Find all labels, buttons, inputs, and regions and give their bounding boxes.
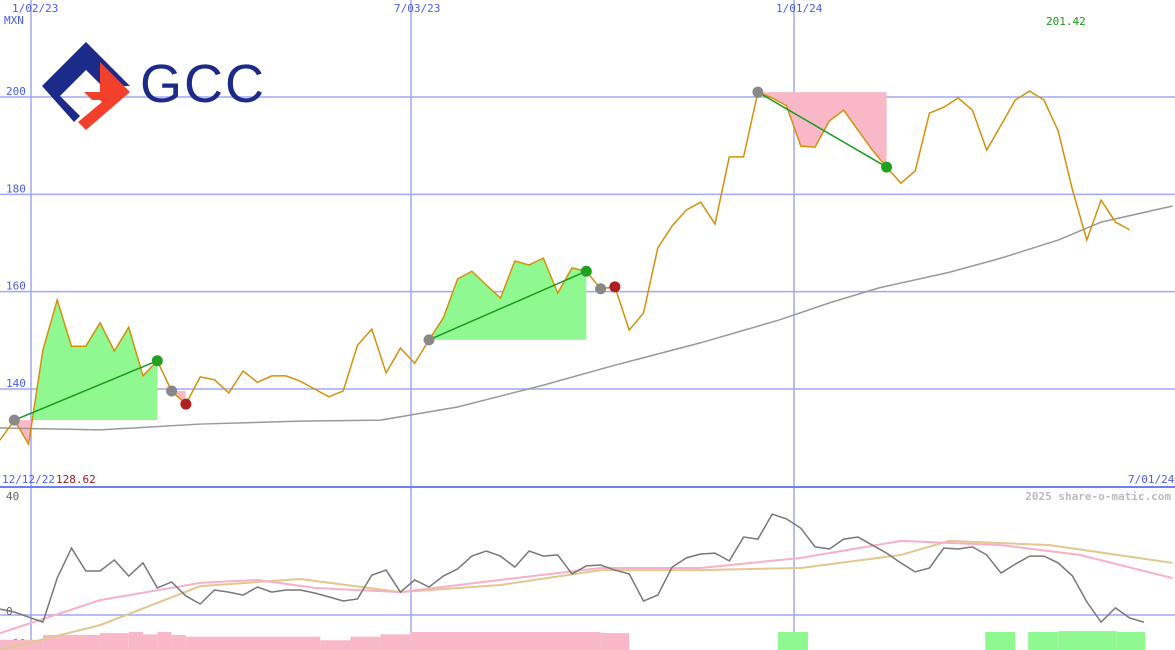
exit-marker	[580, 265, 592, 277]
entry-marker	[423, 334, 435, 346]
moving-average-line	[0, 205, 1173, 431]
last-price-label: 201.42	[1046, 15, 1086, 28]
gcc-logo: GCC	[42, 42, 266, 130]
x-tick-label: 7/03/23	[394, 2, 440, 15]
histogram-bar	[157, 632, 172, 650]
histogram-bar	[1116, 632, 1146, 650]
histogram-bar	[42, 634, 101, 650]
histogram-bar	[985, 632, 1016, 650]
start-date-label: 12/12/22	[2, 473, 55, 486]
histogram-bar	[1028, 632, 1059, 650]
histogram-bar	[600, 633, 630, 650]
y-tick-label: 140	[6, 377, 26, 390]
histogram-bar	[171, 634, 186, 650]
sell-marker	[609, 281, 621, 293]
gain-area	[14, 299, 158, 421]
copyright-label: 2025 share-o-matic.com	[1025, 490, 1171, 503]
sell-marker	[180, 398, 192, 410]
signal-marker	[166, 385, 178, 397]
x-tick-label: 1/02/23	[12, 2, 58, 15]
gain-area	[429, 258, 587, 340]
currency-label: MXN	[4, 14, 24, 27]
trade-line	[757, 91, 887, 168]
osc-y-tick-label: 40	[6, 490, 19, 503]
histogram-bar	[100, 633, 129, 650]
signal-line-tan	[0, 539, 1173, 650]
y-tick-label: 200	[6, 85, 26, 98]
histogram-bar	[128, 632, 143, 650]
histogram-bar	[380, 634, 411, 650]
histogram-bar	[777, 632, 808, 650]
exit-marker	[881, 161, 893, 173]
oscillator-line	[0, 513, 1145, 624]
histogram-bar	[320, 640, 351, 650]
trade-line	[428, 270, 587, 341]
histogram-bar	[143, 634, 158, 650]
signal-line-pink	[0, 539, 1173, 635]
low-price-label: 128.62	[56, 473, 96, 486]
y-tick-label: 180	[6, 182, 26, 195]
histogram-bar	[185, 636, 321, 650]
exit-marker	[151, 355, 163, 367]
logo-text: GCC	[140, 54, 266, 114]
signal-marker	[595, 283, 607, 295]
histogram-bar	[350, 636, 381, 650]
y-tick-label: 160	[6, 280, 26, 293]
histogram-bar	[410, 632, 601, 650]
histogram-bar	[1058, 631, 1117, 650]
x-tick-label: 1/01/24	[776, 2, 823, 15]
entry-marker	[752, 86, 764, 98]
entry-marker	[8, 414, 20, 426]
trade-line	[14, 360, 158, 421]
end-date-label: 7/01/24	[1128, 473, 1175, 486]
